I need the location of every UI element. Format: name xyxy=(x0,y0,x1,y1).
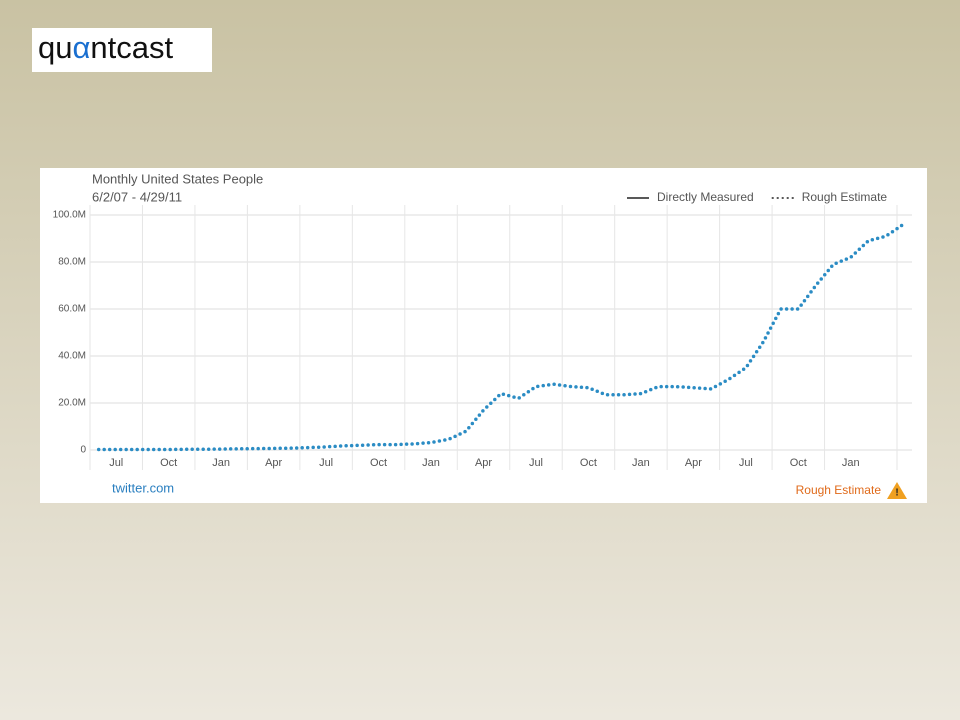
y-tick-label: 80.0M xyxy=(58,257,86,268)
y-tick-label: 100.0M xyxy=(53,210,86,221)
legend-label: Rough Estimate xyxy=(802,190,888,204)
x-tick-label: Jul xyxy=(529,457,543,469)
chart-panel xyxy=(40,168,927,503)
y-tick-label: 60.0M xyxy=(58,304,86,315)
logo-mark: α xyxy=(72,30,90,65)
logo-prefix: qu xyxy=(38,30,72,65)
x-tick-label: Jan xyxy=(632,457,650,469)
x-tick-label: Apr xyxy=(685,457,702,469)
y-tick-label: 0 xyxy=(80,445,86,456)
warning-mark: ! xyxy=(895,488,898,499)
logo-suffix: ntcast xyxy=(90,30,173,65)
chart-subtitle: 6/2/07 - 4/29/11 xyxy=(92,189,182,204)
logo: quαntcast xyxy=(38,30,174,65)
warning-icon xyxy=(887,482,907,499)
x-tick-label: Apr xyxy=(475,457,492,469)
x-tick-label: Oct xyxy=(370,457,387,469)
x-tick-label: Jul xyxy=(109,457,123,469)
badge-text: Rough Estimate xyxy=(796,483,882,497)
x-tick-label: Jan xyxy=(842,457,860,469)
x-tick-label: Oct xyxy=(790,457,807,469)
y-tick-label: 20.0M xyxy=(58,398,86,409)
chart-title: Monthly United States People xyxy=(92,171,263,186)
x-tick-label: Jan xyxy=(212,457,230,469)
legend-label: Directly Measured xyxy=(657,190,754,204)
y-tick-label: 40.0M xyxy=(58,351,86,362)
site-link[interactable]: twitter.com xyxy=(112,480,174,495)
plot: 0 20.0M 40.0M 60.0M 80.0M 100.0M Jul Oct Jan Apr J… xyxy=(53,190,912,470)
x-tick-label: Oct xyxy=(580,457,597,469)
x-tick-label: Jul xyxy=(739,457,753,469)
x-tick-label: Apr xyxy=(265,457,282,469)
x-tick-label: Jul xyxy=(319,457,333,469)
logo-box xyxy=(32,28,212,72)
x-tick-label: Oct xyxy=(160,457,177,469)
x-tick-label: Jan xyxy=(422,457,440,469)
